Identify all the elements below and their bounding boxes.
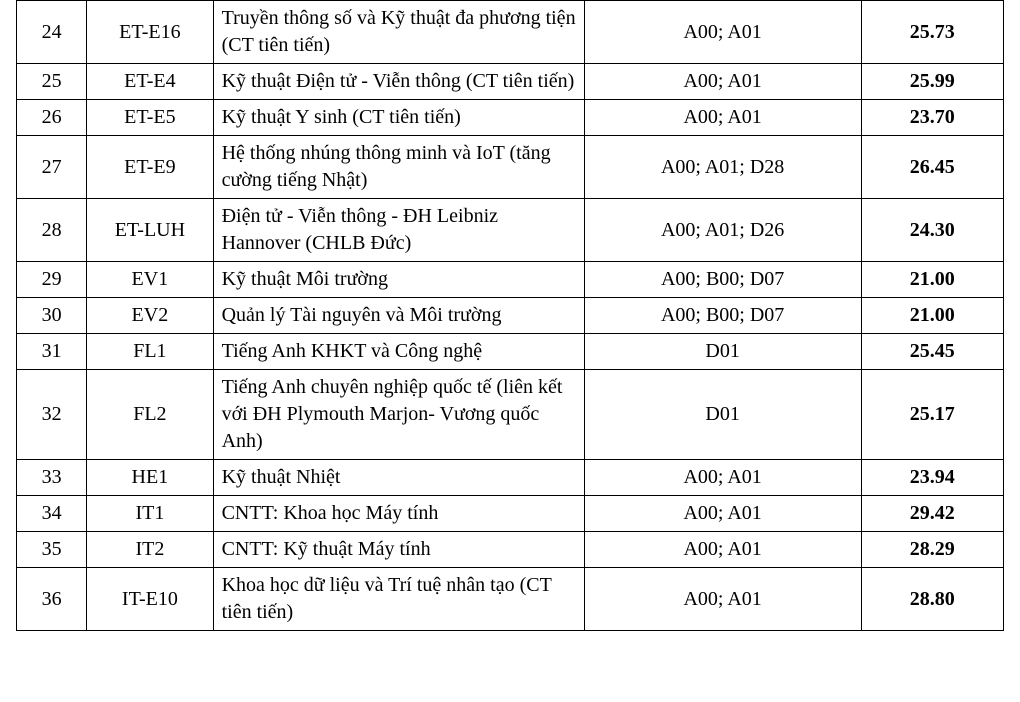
cell-num: 36	[17, 568, 87, 631]
cell-group: A00; A01	[584, 532, 861, 568]
cell-code: ET-E16	[87, 1, 213, 64]
cell-name: Truyền thông số và Kỹ thuật đa phương ti…	[213, 1, 584, 64]
cell-num: 25	[17, 64, 87, 100]
table-row: 24ET-E16Truyền thông số và Kỹ thuật đa p…	[17, 1, 1004, 64]
table-row: 30EV2Quản lý Tài nguyên và Môi trườngA00…	[17, 298, 1004, 334]
cell-name: Kỹ thuật Y sinh (CT tiên tiến)	[213, 100, 584, 136]
table-row: 33HE1Kỹ thuật NhiệtA00; A0123.94	[17, 460, 1004, 496]
table-row: 32FL2Tiếng Anh chuyên nghiệp quốc tế (li…	[17, 370, 1004, 460]
cell-code: IT2	[87, 532, 213, 568]
cell-group: D01	[584, 334, 861, 370]
table-row: 26ET-E5Kỹ thuật Y sinh (CT tiên tiến)A00…	[17, 100, 1004, 136]
table-row: 28ET-LUHĐiện tử - Viễn thông - ĐH Leibni…	[17, 199, 1004, 262]
cell-score: 25.17	[861, 370, 1003, 460]
cell-score: 23.70	[861, 100, 1003, 136]
cell-group: A00; A01	[584, 1, 861, 64]
table-row: 35IT2CNTT: Kỹ thuật Máy tínhA00; A0128.2…	[17, 532, 1004, 568]
cell-name: CNTT: Khoa học Máy tính	[213, 496, 584, 532]
cell-num: 28	[17, 199, 87, 262]
cell-name: Tiếng Anh chuyên nghiệp quốc tế (liên kế…	[213, 370, 584, 460]
cell-group: A00; B00; D07	[584, 262, 861, 298]
cell-score: 24.30	[861, 199, 1003, 262]
cell-group: A00; B00; D07	[584, 298, 861, 334]
cell-group: A00; A01; D26	[584, 199, 861, 262]
cell-group: A00; A01	[584, 64, 861, 100]
cell-code: ET-E4	[87, 64, 213, 100]
cell-group: A00; A01	[584, 100, 861, 136]
cell-score: 21.00	[861, 298, 1003, 334]
cell-num: 27	[17, 136, 87, 199]
cell-code: ET-LUH	[87, 199, 213, 262]
cell-score: 23.94	[861, 460, 1003, 496]
cell-group: A00; A01	[584, 460, 861, 496]
cell-score: 21.00	[861, 262, 1003, 298]
cell-score: 26.45	[861, 136, 1003, 199]
cell-code: ET-E5	[87, 100, 213, 136]
cell-name: Kỹ thuật Môi trường	[213, 262, 584, 298]
cell-score: 25.99	[861, 64, 1003, 100]
cell-num: 34	[17, 496, 87, 532]
cell-num: 29	[17, 262, 87, 298]
cell-code: FL2	[87, 370, 213, 460]
cell-name: Khoa học dữ liệu và Trí tuệ nhân tạo (CT…	[213, 568, 584, 631]
cell-score: 29.42	[861, 496, 1003, 532]
cell-num: 32	[17, 370, 87, 460]
cell-code: HE1	[87, 460, 213, 496]
cell-group: D01	[584, 370, 861, 460]
cell-group: A00; A01	[584, 496, 861, 532]
table-row: 34IT1CNTT: Khoa học Máy tínhA00; A0129.4…	[17, 496, 1004, 532]
table-row: 27ET-E9Hệ thống nhúng thông minh và IoT …	[17, 136, 1004, 199]
cell-num: 26	[17, 100, 87, 136]
cell-name: Quản lý Tài nguyên và Môi trường	[213, 298, 584, 334]
table-row: 25ET-E4Kỹ thuật Điện tử - Viễn thông (CT…	[17, 64, 1004, 100]
cell-group: A00; A01; D28	[584, 136, 861, 199]
cell-name: Điện tử - Viễn thông - ĐH Leibniz Hannov…	[213, 199, 584, 262]
cell-code: ET-E9	[87, 136, 213, 199]
cell-name: CNTT: Kỹ thuật Máy tính	[213, 532, 584, 568]
cell-code: FL1	[87, 334, 213, 370]
cell-name: Kỹ thuật Điện tử - Viễn thông (CT tiên t…	[213, 64, 584, 100]
admissions-table: 24ET-E16Truyền thông số và Kỹ thuật đa p…	[16, 0, 1004, 631]
table-body: 24ET-E16Truyền thông số và Kỹ thuật đa p…	[17, 1, 1004, 631]
cell-code: EV2	[87, 298, 213, 334]
cell-score: 25.45	[861, 334, 1003, 370]
cell-num: 30	[17, 298, 87, 334]
cell-num: 31	[17, 334, 87, 370]
page: 24ET-E16Truyền thông số và Kỹ thuật đa p…	[0, 0, 1020, 631]
cell-name: Kỹ thuật Nhiệt	[213, 460, 584, 496]
cell-name: Hệ thống nhúng thông minh và IoT (tăng c…	[213, 136, 584, 199]
cell-score: 25.73	[861, 1, 1003, 64]
table-row: 36IT-E10Khoa học dữ liệu và Trí tuệ nhân…	[17, 568, 1004, 631]
cell-score: 28.80	[861, 568, 1003, 631]
cell-num: 35	[17, 532, 87, 568]
cell-code: IT-E10	[87, 568, 213, 631]
cell-group: A00; A01	[584, 568, 861, 631]
cell-num: 33	[17, 460, 87, 496]
cell-code: IT1	[87, 496, 213, 532]
table-row: 31FL1Tiếng Anh KHKT và Công nghệD0125.45	[17, 334, 1004, 370]
cell-name: Tiếng Anh KHKT và Công nghệ	[213, 334, 584, 370]
cell-num: 24	[17, 1, 87, 64]
cell-score: 28.29	[861, 532, 1003, 568]
cell-code: EV1	[87, 262, 213, 298]
table-row: 29EV1Kỹ thuật Môi trườngA00; B00; D0721.…	[17, 262, 1004, 298]
